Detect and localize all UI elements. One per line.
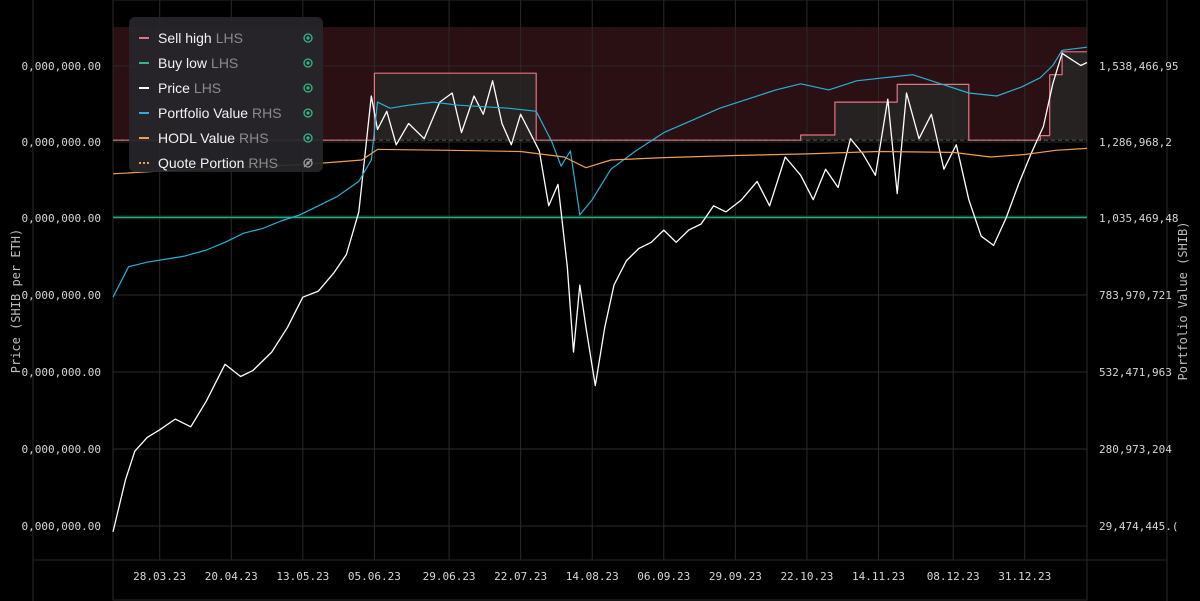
legend-axis-quote-portion: RHS xyxy=(248,154,278,171)
x-tick-label: 14.08.23 xyxy=(566,570,619,583)
legend-axis-hodl-value: RHS xyxy=(239,129,269,146)
legend-item-buy-low[interactable]: Buy low LHS xyxy=(139,50,315,75)
left-tick-label: 0,000,000.00 xyxy=(22,289,101,302)
x-tick-label: 06.09.23 xyxy=(637,570,690,583)
left-tick-label: 0,000,000.00 xyxy=(22,520,101,533)
legend-axis-buy-low: LHS xyxy=(211,54,239,71)
legend-swatch-sell-high xyxy=(139,36,149,39)
legend-label-hodl-value: HODL Value xyxy=(158,129,236,146)
left-tick-label: 0,000,000.00 xyxy=(22,136,101,149)
x-tick-label: 22.10.23 xyxy=(780,570,833,583)
eye-icon[interactable] xyxy=(301,106,315,120)
legend-swatch-quote-portion xyxy=(139,161,149,164)
eye-icon-graphic xyxy=(303,107,313,118)
left-tick-label: 0,000,000.00 xyxy=(22,60,101,73)
x-tick-label: 28.03.23 xyxy=(133,570,186,583)
x-tick-label: 20.04.23 xyxy=(205,570,258,583)
legend-axis-portfolio-value: RHS xyxy=(252,104,282,121)
eye-icon-graphic xyxy=(303,32,313,43)
legend-label-quote-portion: Quote Portion xyxy=(158,154,245,171)
x-tick-label: 31.12.23 xyxy=(998,570,1051,583)
legend-item-portfolio-value[interactable]: Portfolio Value RHS xyxy=(139,100,315,125)
legend-item-quote-portion[interactable]: Quote Portion RHS xyxy=(139,150,315,175)
left-tick-label: 0,000,000.00 xyxy=(22,443,101,456)
eye-icon-graphic xyxy=(303,132,313,143)
right-tick-label: 1,035,469,48 xyxy=(1099,212,1178,225)
legend-axis-price: LHS xyxy=(193,79,222,96)
right-tick-label: 29,474,445.( xyxy=(1099,520,1178,533)
left-tick-label: 0,000,000.00 xyxy=(22,212,101,225)
chart-legend: Sell high LHS Buy low LHS Price LHS Port… xyxy=(129,17,323,172)
right-axis-title: Portfolio Value (SHIB) xyxy=(1176,222,1190,381)
x-tick-label: 29.06.23 xyxy=(423,570,476,583)
x-tick-label: 14.11.23 xyxy=(852,570,905,583)
legend-swatch-price xyxy=(139,86,149,89)
eye-off-icon[interactable] xyxy=(301,156,315,170)
legend-label-buy-low: Buy low xyxy=(158,54,208,71)
eye-icon[interactable] xyxy=(301,131,315,145)
x-tick-label: 05.06.23 xyxy=(348,570,401,583)
legend-swatch-portfolio-value xyxy=(139,111,149,114)
legend-item-sell-high[interactable]: Sell high LHS xyxy=(139,25,315,50)
eye-icon-graphic xyxy=(303,82,313,93)
legend-swatch-buy-low xyxy=(139,61,149,64)
series-line-portfolio-value xyxy=(112,46,1088,298)
legend-label-price: Price xyxy=(158,79,190,96)
right-tick-label: 532,471,963 xyxy=(1099,366,1172,379)
axis-ticks: 0,000,000.00 1,538,466,95 0,000,000.00 1,28… xyxy=(22,60,1179,583)
legend-swatch-hodl-value xyxy=(139,136,149,139)
x-tick-label: 08.12.23 xyxy=(927,570,980,583)
eye-icon-graphic xyxy=(303,57,313,68)
right-tick-label: 1,286,968,2 xyxy=(1099,136,1172,149)
x-tick-label: 29.09.23 xyxy=(709,570,762,583)
eye-off-icon-graphic xyxy=(303,157,313,168)
legend-label-sell-high: Sell high xyxy=(158,29,212,46)
legend-item-hodl-value[interactable]: HODL Value RHS xyxy=(139,125,315,150)
legend-item-price[interactable]: Price LHS xyxy=(139,75,315,100)
legend-axis-sell-high: LHS xyxy=(215,29,243,46)
eye-icon[interactable] xyxy=(301,31,315,45)
plot-frame xyxy=(112,0,1088,601)
right-tick-label: 783,970,721 xyxy=(1099,289,1172,302)
x-tick-label: 13.05.23 xyxy=(276,570,329,583)
right-tick-label: 1,538,466,95 xyxy=(1099,60,1178,73)
legend-label-portfolio-value: Portfolio Value xyxy=(158,104,249,121)
eye-icon[interactable] xyxy=(301,56,315,70)
series-line-price xyxy=(112,52,1088,533)
sell-step-shade xyxy=(113,51,1087,141)
right-tick-label: 280,973,204 xyxy=(1099,443,1172,456)
grid xyxy=(32,0,1168,601)
x-tick-label: 22.07.23 xyxy=(494,570,547,583)
eye-icon[interactable] xyxy=(301,81,315,95)
left-axis-title: Price (SHIB per ETH) xyxy=(9,229,23,374)
left-tick-label: 0,000,000.00 xyxy=(22,366,101,379)
